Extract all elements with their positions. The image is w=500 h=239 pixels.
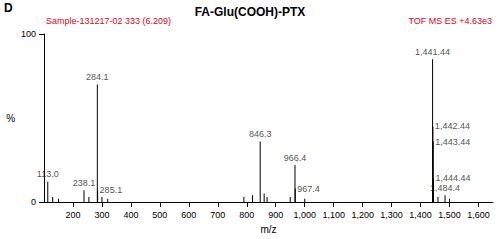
svg-text:1,441.44: 1,441.44 [415,47,450,57]
svg-text:1,200: 1,200 [351,210,374,220]
svg-text:100: 100 [21,29,36,39]
svg-text:113.0: 113.0 [37,169,59,179]
svg-text:%: % [6,113,15,124]
svg-text:Sample-131217-02 333 (6.209): Sample-131217-02 333 (6.209) [46,16,171,26]
svg-text:800: 800 [239,210,254,220]
svg-text:1,600: 1,600 [467,210,490,220]
svg-text:600: 600 [181,210,196,220]
svg-text:700: 700 [210,210,225,220]
svg-text:966.4: 966.4 [284,153,307,163]
svg-text:0: 0 [31,197,36,207]
svg-text:1,000: 1,000 [293,210,316,220]
svg-text:m/z: m/z [260,224,276,235]
svg-text:967.4: 967.4 [297,184,320,194]
svg-text:846.3: 846.3 [249,129,272,139]
svg-text:284.1: 284.1 [86,72,109,82]
svg-text:400: 400 [123,210,138,220]
svg-text:900: 900 [268,210,283,220]
svg-text:1,444.44: 1,444.44 [435,173,471,184]
svg-text:1,400: 1,400 [409,210,432,220]
svg-text:1,443.44: 1,443.44 [435,137,470,147]
svg-text:1,484.4: 1,484.4 [430,183,460,193]
svg-text:FA-Glu(COOH)-PTX: FA-Glu(COOH)-PTX [195,5,306,19]
svg-text:TOF MS ES +4.63e3: TOF MS ES +4.63e3 [408,16,492,26]
svg-text:285.1: 285.1 [100,185,123,195]
svg-text:D: D [4,1,13,15]
svg-text:300: 300 [94,210,109,220]
svg-text:1,500: 1,500 [438,210,461,220]
svg-text:1,442.44: 1,442.44 [435,121,470,131]
svg-text:238.1: 238.1 [73,178,96,188]
svg-text:1,300: 1,300 [380,210,403,220]
svg-text:1,100: 1,100 [322,210,345,220]
svg-text:500: 500 [152,210,167,220]
svg-text:200: 200 [65,210,80,220]
